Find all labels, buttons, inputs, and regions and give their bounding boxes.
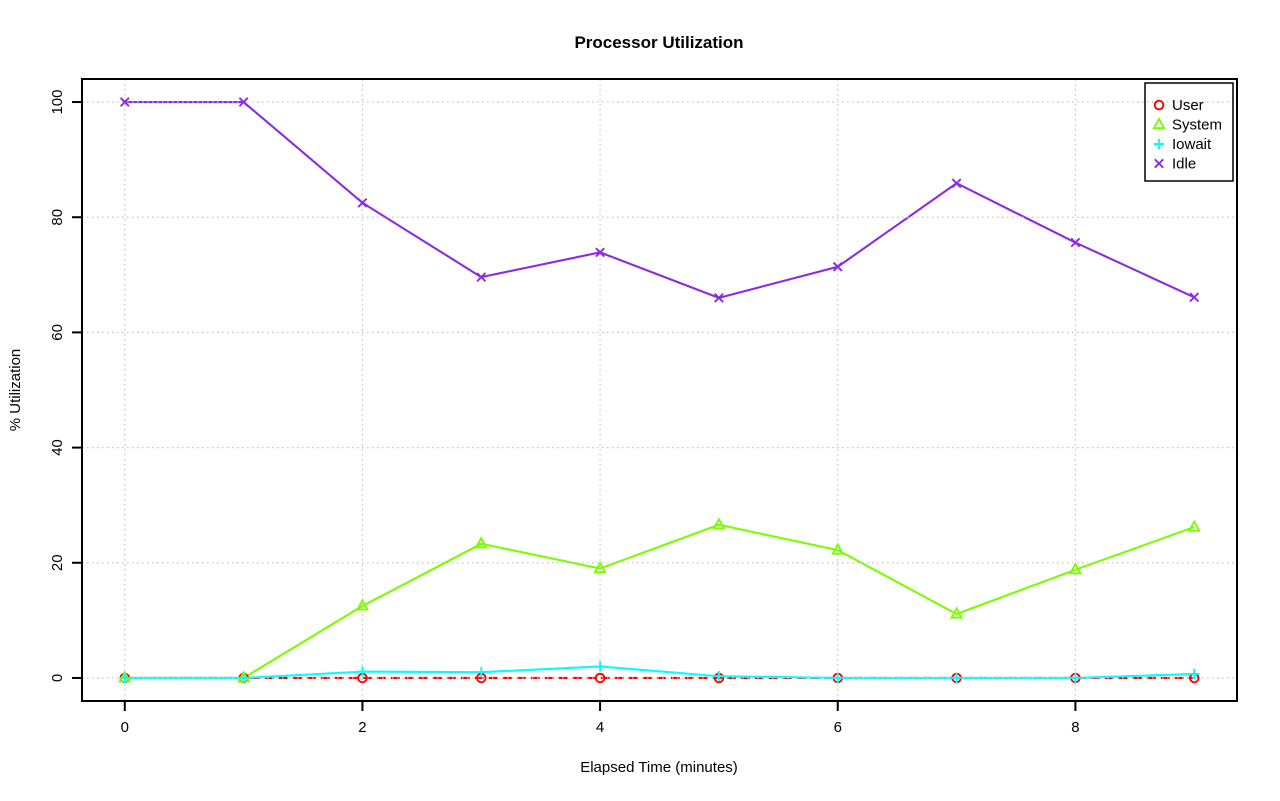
x-tick-label: 8: [1071, 719, 1079, 736]
marker-idle-point: [1070, 237, 1081, 248]
line-idle: [124, 100, 1195, 299]
marker-idle-point: [357, 197, 368, 208]
marker-system-point: [949, 606, 964, 619]
y-tick-label: 0: [49, 674, 66, 682]
marker-idle-point: [238, 97, 249, 107]
marker-system-point: [593, 560, 607, 574]
marker-idle-point: [476, 272, 487, 282]
marker-idle-point: [595, 247, 605, 258]
marker-idle-point: [119, 97, 130, 107]
marker-system-point: [1068, 562, 1082, 575]
legend-marker-idle: [1154, 158, 1164, 169]
x-tick-label: 4: [596, 719, 604, 736]
x-tick-label: 2: [358, 719, 366, 736]
marker-iowait-point: [357, 666, 368, 677]
marker-system-point: [474, 536, 488, 549]
marker-iowait-point: [238, 672, 249, 684]
series-layer: [124, 100, 1195, 680]
marker-iowait-point: [951, 672, 962, 684]
marker-system-point: [831, 542, 845, 555]
chart-title: Processor Utilization: [574, 33, 743, 52]
marker-idle-point: [714, 292, 724, 303]
y-tick-label: 80: [49, 209, 66, 226]
plot-border: [81, 78, 1238, 702]
y-tick-label: 60: [49, 324, 66, 341]
legend-marker-user: [1153, 99, 1165, 111]
marker-iowait-point: [713, 671, 725, 682]
x-axis-title: Elapsed Time (minutes): [580, 759, 738, 776]
line-iowait: [124, 665, 1195, 680]
marker-iowait-point: [1070, 672, 1081, 684]
marker-iowait-point: [594, 661, 606, 672]
line-system: [124, 523, 1195, 680]
marker-user-point: [594, 672, 606, 684]
marker-system-point: [355, 598, 370, 611]
marker-system-point: [712, 517, 726, 530]
marker-idle-point: [1189, 292, 1200, 303]
marker-system-point: [1187, 519, 1201, 532]
marker-iowait-point: [832, 672, 843, 684]
marker-iowait-point: [476, 667, 487, 678]
legend-label-idle: Idle: [1172, 156, 1196, 173]
marker-idle-point: [951, 178, 962, 189]
x-tick-label: 0: [121, 719, 129, 736]
legend: User System Iowait Idle: [1144, 82, 1234, 182]
legend-box: [1144, 82, 1234, 182]
legend-marker-iowait: [1153, 138, 1165, 150]
marker-iowait-point: [119, 672, 130, 684]
x-tick-label: 6: [834, 719, 842, 736]
y-tick-label: 40: [49, 439, 66, 456]
y-axis-title: % Utilization: [7, 349, 24, 432]
legend-label-system: System: [1172, 117, 1222, 134]
y-tick-label: 20: [49, 554, 66, 571]
marker-layer: [118, 97, 1201, 684]
legend-marker-system: [1152, 116, 1166, 130]
marker-iowait-point: [1189, 668, 1200, 680]
gridlines: [82, 79, 1237, 701]
marker-idle-point: [832, 261, 843, 272]
y-tick-label: 100: [49, 90, 66, 115]
legend-label-user: User: [1172, 97, 1204, 114]
legend-label-iowait: Iowait: [1172, 136, 1212, 153]
